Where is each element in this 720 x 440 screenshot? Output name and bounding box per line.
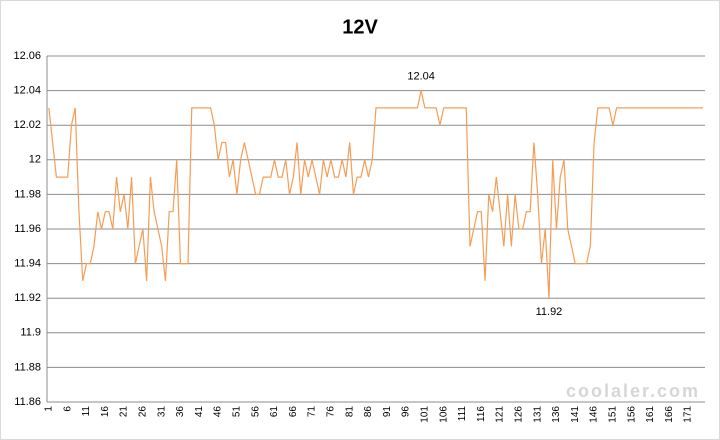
x-tick-label: 91 [382,406,393,418]
x-tick-label: 41 [194,406,205,418]
x-tick-label: 86 [363,406,374,418]
x-tick-label: 61 [269,406,280,418]
x-tick-label: 161 [645,406,656,423]
x-tick-label: 121 [495,406,506,423]
x-tick-label: 151 [608,406,619,423]
y-tick-label: 11.92 [14,292,41,304]
y-tick-label: 12 [29,154,41,166]
annotation: 11.92 [536,306,563,318]
y-tick-label: 11.94 [14,258,41,270]
x-tick-label: 146 [589,406,600,423]
x-tick-label: 141 [570,406,581,423]
x-tick-label: 116 [476,406,487,422]
x-tick-label: 96 [401,406,412,418]
x-tick-label: 6 [62,406,73,412]
x-tick-label: 1 [44,406,55,412]
x-tick-label: 131 [532,406,543,423]
y-tick-label: 11.98 [14,188,41,200]
x-tick-label: 106 [438,406,449,423]
x-tick-label: 21 [119,406,130,418]
y-tick-label: 12.06 [13,50,41,62]
chart-title: 12V [342,16,378,38]
y-tick-label: 12.02 [13,119,41,131]
x-tick-label: 111 [457,406,468,422]
x-tick-label: 156 [626,406,637,423]
x-tick-label: 101 [420,406,431,423]
x-tick-label: 136 [551,406,562,423]
x-tick-label: 171 [683,406,694,423]
x-tick-label: 26 [138,406,149,418]
y-tick-label: 11.86 [14,396,41,408]
x-tick-label: 11 [81,406,92,417]
annotation: 12.04 [407,71,435,83]
y-tick-label: 11.9 [20,327,41,339]
watermark: coolaler.com [566,381,700,401]
x-tick-label: 166 [664,406,675,423]
x-tick-label: 126 [514,406,525,423]
x-tick-label: 31 [156,406,167,418]
x-tick-label: 71 [307,406,318,418]
y-tick-label: 11.96 [14,223,41,235]
x-tick-label: 81 [344,406,355,418]
x-tick-label: 51 [232,406,243,418]
x-tick-label: 36 [175,406,186,418]
x-tick-label: 56 [250,406,261,418]
series-line [48,90,704,299]
x-tick-label: 46 [213,406,224,418]
y-tick-label: 12.04 [13,85,41,97]
x-tick-label: 16 [100,406,111,418]
x-tick-label: 66 [288,406,299,418]
x-tick-label: 76 [326,406,337,418]
y-tick-label: 11.88 [14,361,41,373]
